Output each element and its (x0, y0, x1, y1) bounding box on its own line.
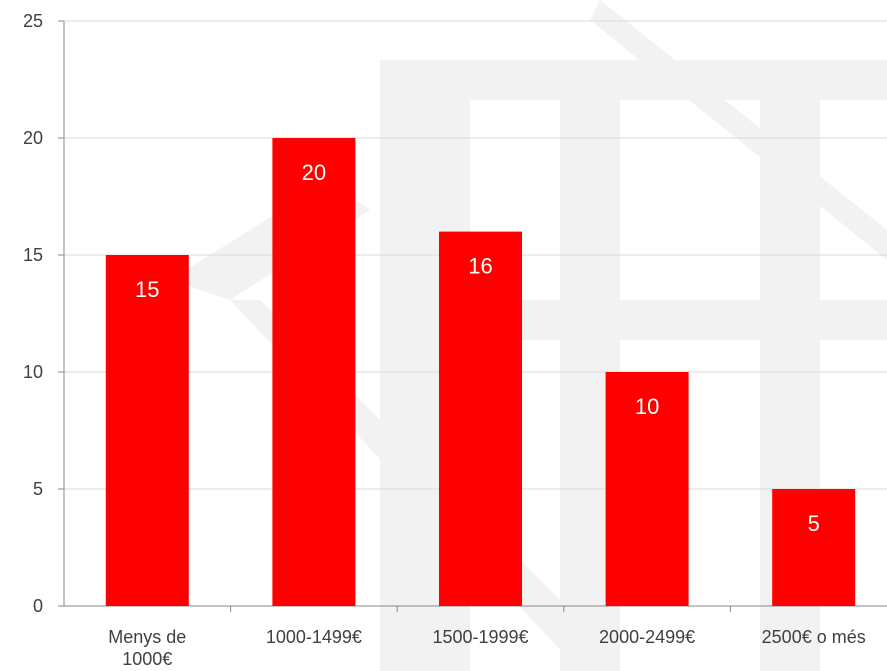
y-tick-label-5: 5 (33, 479, 43, 499)
x-category-label-4: 2500€ o més (762, 627, 866, 647)
x-category-label-1: 1000-1499€ (266, 627, 362, 647)
data-label-1: 20 (302, 160, 326, 185)
watermark-shape-7 (590, 0, 887, 260)
data-label-0: 15 (135, 277, 159, 302)
data-label-3: 10 (635, 394, 659, 419)
y-tick-label-20: 20 (23, 128, 43, 148)
data-label-4: 5 (808, 511, 820, 536)
bar-0 (105, 255, 189, 606)
x-category-label-2: 1500-1999€ (432, 627, 528, 647)
y-tick-label-15: 15 (23, 245, 43, 265)
y-tick-label-25: 25 (23, 11, 43, 31)
y-tick-label-0: 0 (33, 596, 43, 616)
watermark-shape-6 (430, 300, 887, 340)
watermark-shape-5 (380, 60, 887, 100)
x-category-label-3: 2000-2499€ (599, 627, 695, 647)
x-category-labels: Menys de 1000€ 1000-1499€ 1500-1999€ 2000-24… (108, 627, 865, 669)
data-labels: 15 20 16 10 5 (135, 160, 820, 536)
bar-4 (772, 489, 856, 606)
y-tick-labels: 0 5 10 15 20 25 (23, 11, 43, 616)
data-label-2: 16 (468, 254, 492, 279)
y-tick-label-10: 10 (23, 362, 43, 382)
bar-1 (272, 138, 356, 606)
bars (105, 138, 856, 606)
x-category-label-0: Menys de 1000€ (108, 627, 186, 669)
watermark-shape-3 (560, 60, 620, 671)
bar-2 (439, 231, 522, 606)
bar-3 (605, 372, 689, 606)
